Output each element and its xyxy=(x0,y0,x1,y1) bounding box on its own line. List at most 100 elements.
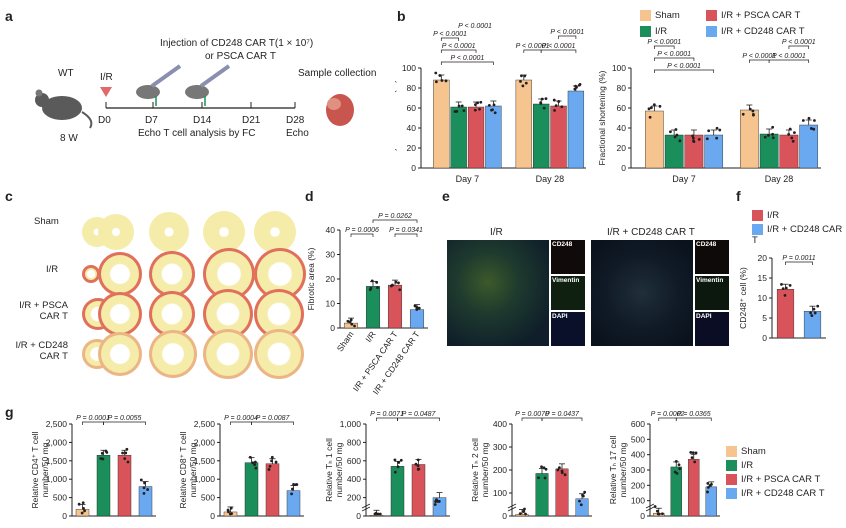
micro-dapi-ir: DAPI xyxy=(551,312,585,346)
row-label-sham: Sham xyxy=(34,216,59,227)
x-category-label: Sham xyxy=(335,329,356,353)
p-value-label: P = 0.0002 xyxy=(651,411,685,418)
data-point xyxy=(435,498,438,502)
legend-f-item-ir: I/R xyxy=(752,210,779,221)
data-point xyxy=(416,464,420,468)
bar xyxy=(759,133,779,169)
data-point xyxy=(540,97,544,101)
significance-bracket xyxy=(654,57,695,61)
x-category-label: Day 7 xyxy=(672,174,696,184)
panel-label-b: b xyxy=(397,8,406,24)
data-point xyxy=(143,481,146,485)
bar xyxy=(265,463,280,517)
stain-label: CD248 xyxy=(552,241,573,248)
data-point xyxy=(438,74,442,77)
data-point xyxy=(692,139,695,143)
legend-g-item-sham: Sham xyxy=(726,446,766,457)
data-point xyxy=(544,97,548,101)
data-point xyxy=(579,503,583,507)
bar xyxy=(369,515,384,517)
data-point xyxy=(83,509,86,513)
data-point xyxy=(493,111,497,115)
chart-cd248-cells: 0 5 10 15 20 CD248⁺ cell (%) P = 0.0011 xyxy=(738,253,826,343)
micro-merged-cd248 xyxy=(591,240,693,346)
chart-th17-cells: 0 100 200 300 400 500 600 Relative Tₕ 17 cell nu… xyxy=(608,411,720,521)
bar xyxy=(117,455,132,517)
legend-b-item-ir: I/R xyxy=(640,26,667,37)
data-point xyxy=(552,98,556,102)
significance-bracket xyxy=(440,37,460,41)
significance-bracket xyxy=(675,417,712,421)
bar xyxy=(411,464,426,517)
significance-bracket xyxy=(658,417,677,421)
data-point xyxy=(274,460,278,464)
data-point xyxy=(560,471,564,475)
data-point xyxy=(348,320,352,324)
data-point xyxy=(416,458,420,462)
data-point xyxy=(809,311,813,315)
p-value-label: P < 0.0001 xyxy=(742,53,776,60)
data-point xyxy=(251,461,255,465)
heart-section-image xyxy=(203,211,245,253)
data-point xyxy=(142,486,146,490)
data-point xyxy=(417,306,421,310)
data-point xyxy=(675,133,679,137)
y-tick-label: 20 xyxy=(758,253,768,263)
data-point xyxy=(368,288,372,292)
echo-fc-label: Echo T cell analysis by FC xyxy=(138,128,256,139)
data-point xyxy=(784,286,788,290)
data-point xyxy=(126,460,130,464)
stain-label: DAPI xyxy=(696,313,712,320)
panel-label-g: g xyxy=(5,404,14,420)
y-axis-label: Relative Tₕ 17 cell xyxy=(608,436,618,505)
y-tick-label: 20 xyxy=(326,274,336,284)
data-point xyxy=(718,128,722,132)
data-point xyxy=(689,450,693,454)
p-value-label: P = 0.0055 xyxy=(108,415,142,422)
data-point xyxy=(781,287,785,290)
y-tick-label: 1,000 xyxy=(340,419,362,429)
legend-swatch xyxy=(752,210,763,221)
data-point xyxy=(791,139,795,143)
data-point xyxy=(809,127,813,130)
data-point xyxy=(690,456,694,460)
data-point xyxy=(492,103,496,107)
y-tick-label: 0 xyxy=(62,511,67,521)
data-point xyxy=(253,460,257,464)
row-label-psca: I/R + PSCA CAR T xyxy=(19,300,68,322)
y-axis-label: number/50 mg xyxy=(334,442,344,497)
y-tick-label: 40 xyxy=(326,225,336,235)
micro-vimentin-ir: Vimentin xyxy=(551,276,585,310)
mouse-icon xyxy=(42,96,82,120)
data-point xyxy=(706,490,709,494)
data-point xyxy=(444,79,448,83)
data-point xyxy=(397,281,400,285)
day-label-2: D14 xyxy=(193,115,212,126)
y-axis-label: CD248⁺ cell (%) xyxy=(738,267,748,329)
data-point xyxy=(543,476,547,480)
panel-label-f: f xyxy=(736,188,741,204)
p-value-label: P < 0.0001 xyxy=(516,43,550,50)
data-point xyxy=(378,512,382,516)
legend-swatch xyxy=(640,26,651,37)
significance-bracket xyxy=(440,61,494,65)
y-tick-label: 100 xyxy=(631,496,645,506)
data-point xyxy=(812,307,816,311)
legend-b-item-psca: I/R + PSCA CAR T xyxy=(706,10,800,21)
significance-bracket xyxy=(785,261,813,265)
data-point xyxy=(294,483,298,487)
sample-collection-label: Sample collection xyxy=(298,68,377,79)
heart-section-image xyxy=(149,291,195,337)
stain-label: Vimentin xyxy=(696,277,724,284)
x-category-label: Day 28 xyxy=(765,174,794,184)
data-point xyxy=(490,108,493,112)
heart-section-image xyxy=(98,332,142,376)
significance-bracket xyxy=(230,421,252,425)
y-tick-label: 40 xyxy=(617,123,627,133)
chart-fractional-shortening: 0 20 40 60 80 100 Fractional shortening (%) Day… xyxy=(597,39,821,184)
significance-bracket xyxy=(251,421,294,425)
syringe-icon-d7 xyxy=(136,64,182,106)
bar xyxy=(343,322,359,329)
y-axis-label: Ejection fraction (%) xyxy=(395,80,397,156)
data-point xyxy=(574,84,578,88)
